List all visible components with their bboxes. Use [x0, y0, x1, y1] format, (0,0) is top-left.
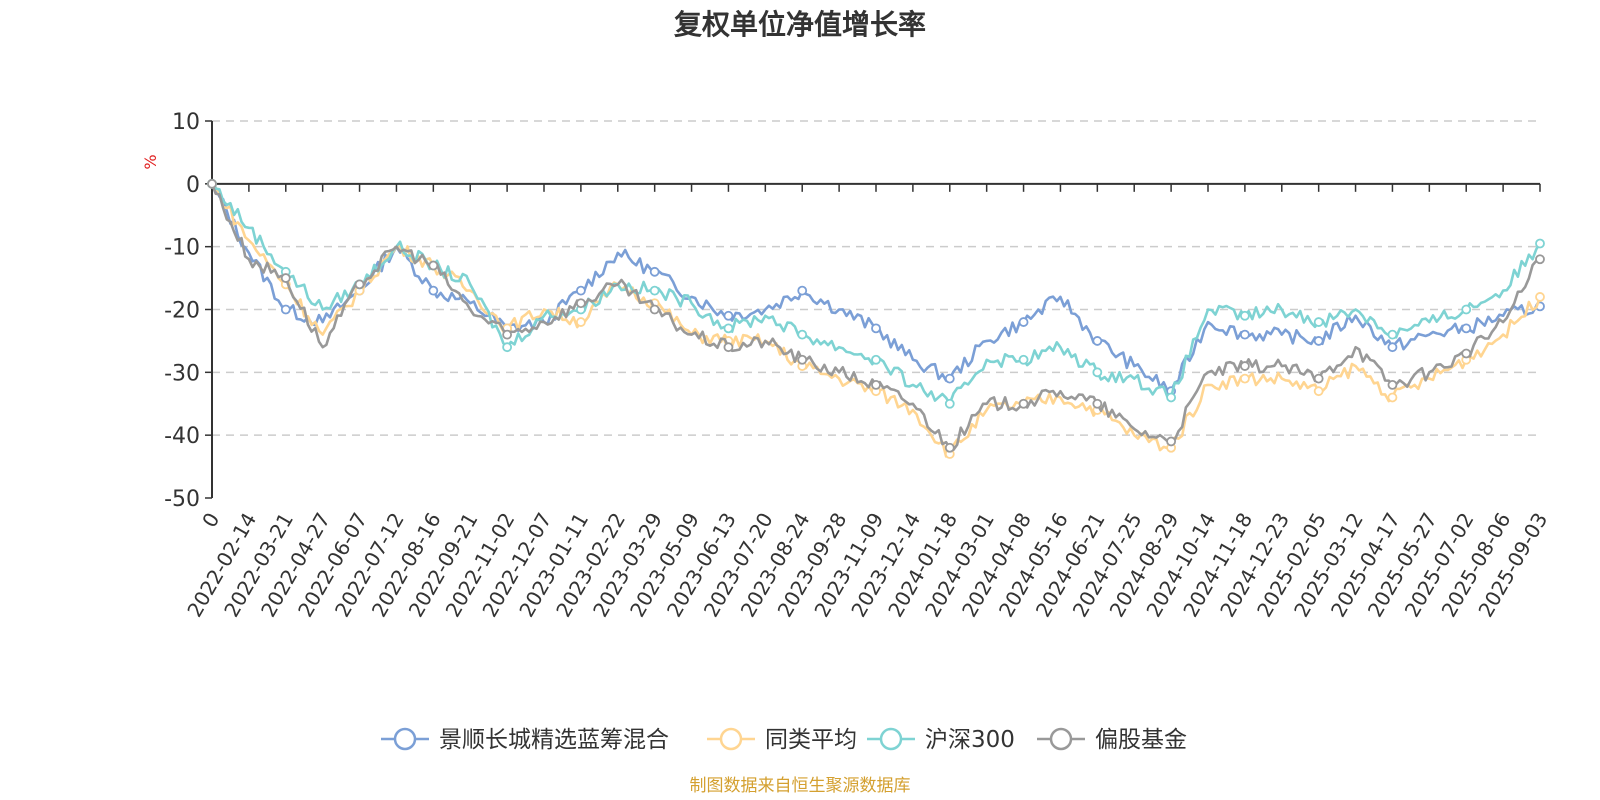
series-point — [1239, 310, 1250, 321]
legend-label: 沪深300 — [925, 727, 1015, 753]
series-point — [723, 342, 734, 353]
legend[interactable]: 景顺长城精选蓝筹混合 同类平均 沪深300 偏股基金 — [381, 727, 1187, 753]
y-axis-ticks: 10 0 -10 -20 -30 -40 -50 — [164, 110, 212, 512]
legend-label: 同类平均 — [765, 727, 857, 753]
series-point — [1461, 304, 1472, 315]
series-point — [723, 323, 734, 334]
y-tick-label: 0 — [186, 173, 200, 198]
series-point — [797, 329, 808, 340]
series-point — [1239, 373, 1250, 384]
series-point — [871, 323, 881, 334]
y-axis-unit: % — [141, 154, 160, 169]
series-point — [428, 260, 439, 271]
series-point — [1387, 329, 1398, 340]
legend-item[interactable]: 同类平均 — [707, 727, 857, 753]
series-point — [1387, 392, 1398, 403]
legend-label: 景顺长城精选蓝筹混合 — [439, 727, 669, 753]
series-point — [944, 373, 955, 384]
series-point — [649, 285, 660, 296]
series-point — [1239, 329, 1250, 340]
legend-label: 偏股基金 — [1095, 727, 1187, 753]
series-point — [1535, 238, 1545, 249]
series-point — [649, 266, 660, 277]
series-point — [1461, 323, 1472, 334]
series-point — [797, 285, 808, 296]
series-point — [1535, 254, 1545, 265]
series-point — [207, 178, 217, 189]
series-point — [1387, 342, 1398, 353]
series-point — [1092, 336, 1103, 346]
y-tick-label: -10 — [164, 236, 200, 261]
series-point — [944, 442, 955, 453]
series-point — [649, 304, 660, 315]
series-point — [797, 354, 808, 365]
series-point — [1313, 317, 1324, 327]
series-point — [1018, 354, 1029, 365]
series-point — [1018, 317, 1029, 327]
legend-item[interactable]: 沪深300 — [867, 727, 1015, 753]
series-point — [944, 398, 955, 409]
series-point — [575, 317, 586, 327]
series-line — [210, 183, 1542, 406]
y-tick-label: 10 — [172, 110, 200, 135]
y-tick-label: -30 — [164, 361, 200, 386]
y-tick-label: -50 — [164, 487, 200, 512]
x-axis-ticks: 02022-02-142022-03-212022-04-272022-06-0… — [182, 183, 1552, 621]
series-point — [723, 310, 734, 321]
series-point — [1535, 292, 1545, 302]
series-point — [1461, 348, 1472, 359]
legend-marker-icon — [719, 727, 743, 751]
series-point — [280, 304, 291, 315]
legend-marker-icon — [393, 727, 417, 751]
series-point — [1092, 367, 1103, 378]
y-tick-label: -20 — [164, 299, 200, 324]
series-line — [210, 183, 1541, 452]
series-point — [354, 279, 365, 290]
legend-marker-icon — [879, 727, 903, 751]
series-point — [871, 379, 881, 390]
legend-marker-icon — [1049, 727, 1073, 751]
series-point — [428, 285, 439, 296]
series-line — [211, 182, 1542, 458]
series-point — [1166, 392, 1177, 403]
legend-item[interactable]: 景顺长城精选蓝筹混合 — [381, 727, 669, 753]
series-point — [575, 298, 586, 309]
data-source-note: 制图数据来自恒生聚源数据库 — [690, 776, 911, 796]
series-point — [1018, 398, 1029, 409]
series-point — [1313, 386, 1324, 397]
series-point — [502, 342, 513, 353]
x-tick-label: 0 — [197, 509, 224, 532]
series-point — [502, 329, 513, 340]
series-point — [575, 285, 586, 296]
series-point — [1313, 336, 1324, 346]
gridlines — [212, 120, 1540, 436]
series-point — [1239, 361, 1250, 371]
chart-title: 复权单位净值增长率 — [674, 8, 926, 41]
series-point — [1166, 436, 1177, 447]
series-point — [1387, 379, 1398, 390]
series-point — [871, 354, 881, 365]
y-tick-label: -40 — [164, 424, 200, 449]
series-point — [1313, 373, 1324, 384]
series-lines — [207, 178, 1545, 459]
series-point — [280, 273, 291, 283]
legend-item[interactable]: 偏股基金 — [1037, 727, 1187, 753]
series-point — [1092, 398, 1103, 409]
